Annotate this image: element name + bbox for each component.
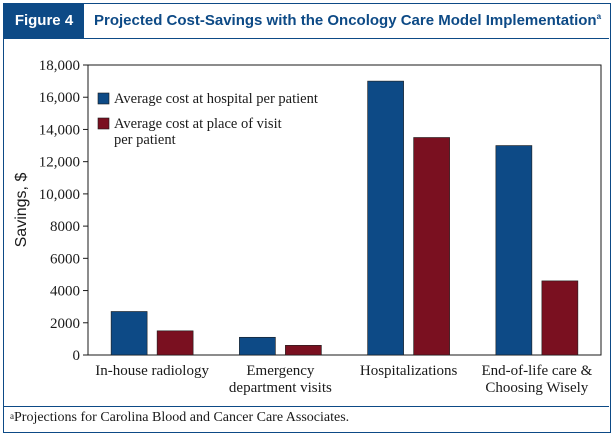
y-axis-label: Savings, $ [13, 173, 30, 248]
bar [541, 280, 579, 356]
plot-border [87, 64, 602, 356]
y-tick-label: 18,000 [39, 58, 80, 74]
legend-swatch [97, 117, 110, 130]
bar [239, 336, 276, 356]
footnote-sup: a [10, 411, 14, 421]
figure-title-sup: a [596, 12, 602, 21]
bar [285, 345, 322, 356]
figure-title: Projected Cost-Savings with the Oncology… [94, 4, 601, 38]
x-tick-label: Choosing Wisely [485, 380, 588, 396]
y-tick-label: 14,000 [39, 122, 80, 138]
figure-label: Figure 4 [4, 4, 84, 38]
bar [156, 330, 194, 356]
footnote-text: aProjections for Carolina Blood and Canc… [10, 410, 349, 426]
legend-label: per patient [114, 132, 176, 148]
x-tick-label: department visits [229, 380, 332, 396]
footnote-body: Projections for Carolina Blood and Cance… [14, 410, 350, 425]
y-tick-label: 6000 [50, 251, 80, 267]
figure-frame: Figure 4 Projected Cost-Savings with the… [3, 3, 611, 433]
legend-label: Average cost at place of visit [114, 116, 282, 132]
legend-swatch [97, 92, 110, 105]
x-tick-label: In-house radiology [95, 363, 209, 379]
x-tick-label: End-of-life care & [481, 363, 592, 379]
figure-header: Figure 4 Projected Cost-Savings with the… [4, 4, 609, 39]
y-tick-label: 8000 [50, 219, 80, 235]
x-tick-label: Emergency [246, 363, 315, 379]
footnote: aProjections for Carolina Blood and Canc… [4, 406, 609, 433]
figure-title-text: Projected Cost-Savings with the Oncology… [94, 12, 597, 29]
chart-area: 0 2000 4000 6000 8000 10,000 12,000 14,000 16,00… [4, 39, 609, 411]
bar [495, 145, 533, 356]
y-tick-label: 2000 [50, 316, 80, 332]
y-tick-label: 4000 [50, 284, 80, 300]
bar [413, 137, 450, 356]
bar-chart: 0 2000 4000 6000 8000 10,000 12,000 14,000 16,00… [13, 58, 602, 396]
y-tick-label: 0 [73, 348, 81, 364]
legend-label: Average cost at hospital per patient [114, 91, 318, 107]
y-tick-label: 10,000 [39, 187, 80, 203]
bar [110, 311, 148, 356]
y-tick-label: 16,000 [39, 90, 80, 106]
y-tick-label: 12,000 [39, 155, 80, 171]
bar [367, 80, 404, 356]
x-tick-label: Hospitalizations [360, 363, 458, 379]
